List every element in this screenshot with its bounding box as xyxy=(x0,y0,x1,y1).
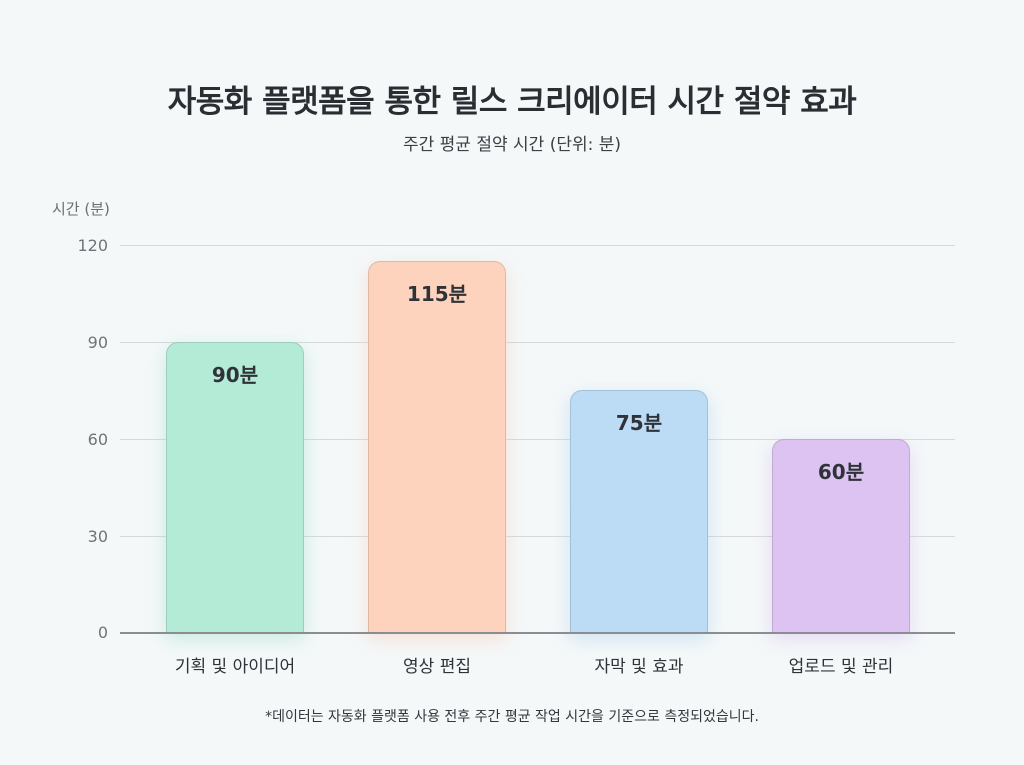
bar-value-label: 75분 xyxy=(615,411,663,435)
gridline-60 xyxy=(120,439,955,440)
chart-title: 자동화 플랫폼을 통한 릴스 크리에이터 시간 절약 효과 xyxy=(167,84,857,120)
bar-upload-management[interactable]: 60분 xyxy=(772,439,910,633)
bar-subtitles-effects[interactable]: 75분 xyxy=(570,390,708,633)
bar-video-editing[interactable]: 115분 xyxy=(368,261,506,633)
x-category-subtitles-effects: 자막 및 효과 xyxy=(594,657,684,677)
gridline-90 xyxy=(120,342,955,343)
bar-value-label: 90분 xyxy=(211,363,259,387)
y-tick-30: 30 xyxy=(87,527,108,546)
y-axis-label: 시간 (분) xyxy=(52,200,110,218)
bar-value-label: 60분 xyxy=(817,460,865,484)
x-category-upload-management: 업로드 및 관리 xyxy=(788,657,894,677)
x-category-video-editing: 영상 편집 xyxy=(403,657,471,677)
footnote: *데이터는 자동화 플랫폼 사용 전후 주간 평균 작업 시간을 기준으로 측정… xyxy=(265,709,759,725)
x-axis-baseline xyxy=(120,632,955,634)
chart-subtitle: 주간 평균 절약 시간 (단위: 분) xyxy=(402,135,622,155)
bar-value-label: 115분 xyxy=(406,282,468,306)
plot-area: 90분 115분 75분 60분 xyxy=(120,245,955,634)
x-category-planning: 기획 및 아이디어 xyxy=(174,657,296,677)
y-tick-0: 0 xyxy=(97,623,108,642)
gridline-30 xyxy=(120,536,955,537)
gridline-120 xyxy=(120,245,955,246)
bar-planning[interactable]: 90분 xyxy=(166,342,304,633)
y-tick-120: 120 xyxy=(77,236,108,255)
y-tick-60: 60 xyxy=(87,430,108,449)
y-tick-90: 90 xyxy=(87,333,108,352)
